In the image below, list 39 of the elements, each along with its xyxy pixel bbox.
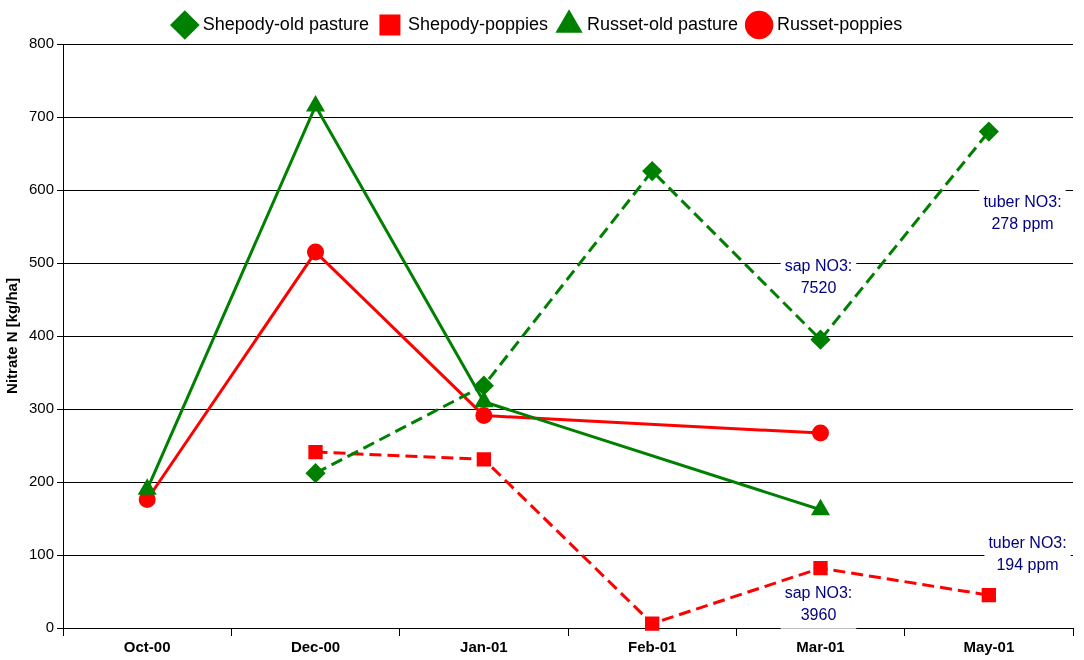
x-tick-label: Jan-01 xyxy=(460,638,508,656)
point xyxy=(645,616,660,631)
point xyxy=(813,560,828,576)
point xyxy=(979,122,999,142)
annotation: sap NO3: 3960 xyxy=(784,584,853,624)
point xyxy=(811,330,831,350)
x-tick-label: Feb-01 xyxy=(628,638,677,656)
annotation: tuber NO3: 194 ppm xyxy=(988,534,1067,574)
legend-label: Shepody-poppies xyxy=(407,13,549,34)
point xyxy=(308,444,323,460)
y-tick-label: 200 xyxy=(29,472,55,490)
point xyxy=(812,500,829,516)
y-axis-title: Nitrate N [kg/ha] xyxy=(3,278,21,394)
y-tick-label: 500 xyxy=(29,253,55,271)
legend-label: Shepody-old pasture xyxy=(202,13,369,34)
point xyxy=(476,452,492,467)
y-tick-label: 600 xyxy=(29,180,55,198)
point xyxy=(474,376,494,396)
annotation: sap NO3: 7520 xyxy=(784,257,853,297)
x-tick-label: Mar-01 xyxy=(796,638,845,656)
y-tick-label: 800 xyxy=(29,34,55,52)
point xyxy=(307,243,325,261)
y-tick-label: 300 xyxy=(29,399,55,417)
y-tick-label: 100 xyxy=(29,545,55,563)
y-tick-label: 700 xyxy=(29,107,55,125)
x-tick-label: Oct-00 xyxy=(123,638,171,656)
y-tick-label: 400 xyxy=(29,326,55,344)
point xyxy=(306,463,326,483)
legend-label: Russet-old pasture xyxy=(587,13,739,34)
x-tick-label: May-01 xyxy=(963,638,1015,656)
annotation: tuber NO3: 278 ppm xyxy=(983,192,1062,232)
y-tick-label: 0 xyxy=(45,618,55,636)
point xyxy=(475,392,493,408)
point xyxy=(642,161,662,181)
legend-label: Russet-poppies xyxy=(777,13,903,34)
point xyxy=(981,587,996,603)
x-tick-label: Dec-00 xyxy=(290,638,341,656)
point xyxy=(475,407,493,425)
point xyxy=(812,424,830,442)
